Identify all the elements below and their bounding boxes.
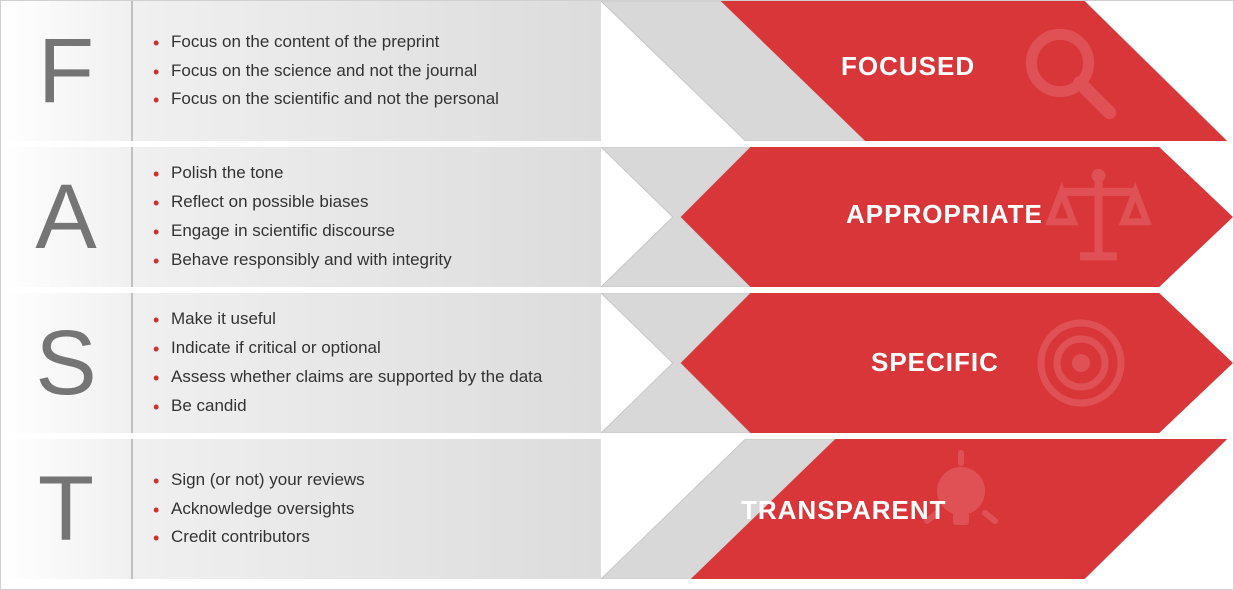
- bullet-item: Indicate if critical or optional: [153, 334, 601, 363]
- bullet-item: Assess whether claims are supported by t…: [153, 363, 601, 392]
- bullet-item: Focus on the content of the preprint: [153, 28, 601, 57]
- bullets-specific: Make it useful Indicate if critical or o…: [131, 293, 601, 433]
- chevron-appropriate: APPROPRIATE: [601, 147, 1233, 287]
- bullet-item: Engage in scientific discourse: [153, 217, 601, 246]
- bullet-item: Focus on the science and not the journal: [153, 57, 601, 86]
- letter-col: A: [1, 147, 131, 287]
- letter-col: T: [1, 439, 131, 579]
- letter-s: S: [35, 317, 96, 409]
- bullet-item: Behave responsibly and with integrity: [153, 246, 601, 275]
- row-appropriate: A Polish the tone Reflect on possible bi…: [1, 147, 1233, 287]
- row-focused: F Focus on the content of the preprint F…: [1, 1, 1233, 141]
- chevron-specific: SPECIFIC: [601, 293, 1233, 433]
- bullet-item: Make it useful: [153, 305, 601, 334]
- bullet-item: Reflect on possible biases: [153, 188, 601, 217]
- bullet-item: Credit contributors: [153, 523, 601, 552]
- bullets-focused: Focus on the content of the preprint Foc…: [131, 1, 601, 141]
- bullet-item: Sign (or not) your reviews: [153, 466, 601, 495]
- row-transparent: T Sign (or not) your reviews Acknowledge…: [1, 439, 1233, 579]
- bullets-transparent: Sign (or not) your reviews Acknowledge o…: [131, 439, 601, 579]
- chevron-transparent: TRANSPARENT: [601, 439, 1233, 579]
- label-transparent: TRANSPARENT: [741, 495, 947, 526]
- bullet-item: Be candid: [153, 392, 601, 421]
- bullets-appropriate: Polish the tone Reflect on possible bias…: [131, 147, 601, 287]
- letter-t: T: [38, 463, 94, 555]
- letter-f: F: [38, 25, 94, 117]
- letter-col: F: [1, 1, 131, 141]
- bullet-item: Acknowledge oversights: [153, 495, 601, 524]
- label-specific: SPECIFIC: [871, 347, 999, 378]
- label-focused: FOCUSED: [841, 51, 975, 82]
- chevron-focused: FOCUSED: [601, 1, 1233, 141]
- letter-col: S: [1, 293, 131, 433]
- bullet-item: Polish the tone: [153, 159, 601, 188]
- magnifier-icon: [1016, 19, 1126, 129]
- target-icon: [1031, 313, 1131, 413]
- fast-infographic: F Focus on the content of the preprint F…: [0, 0, 1234, 590]
- row-specific: S Make it useful Indicate if critical or…: [1, 293, 1233, 433]
- label-appropriate: APPROPRIATE: [846, 199, 1043, 230]
- letter-a: A: [35, 171, 96, 263]
- bullet-item: Focus on the scientific and not the pers…: [153, 85, 601, 114]
- scales-icon: [1041, 162, 1156, 277]
